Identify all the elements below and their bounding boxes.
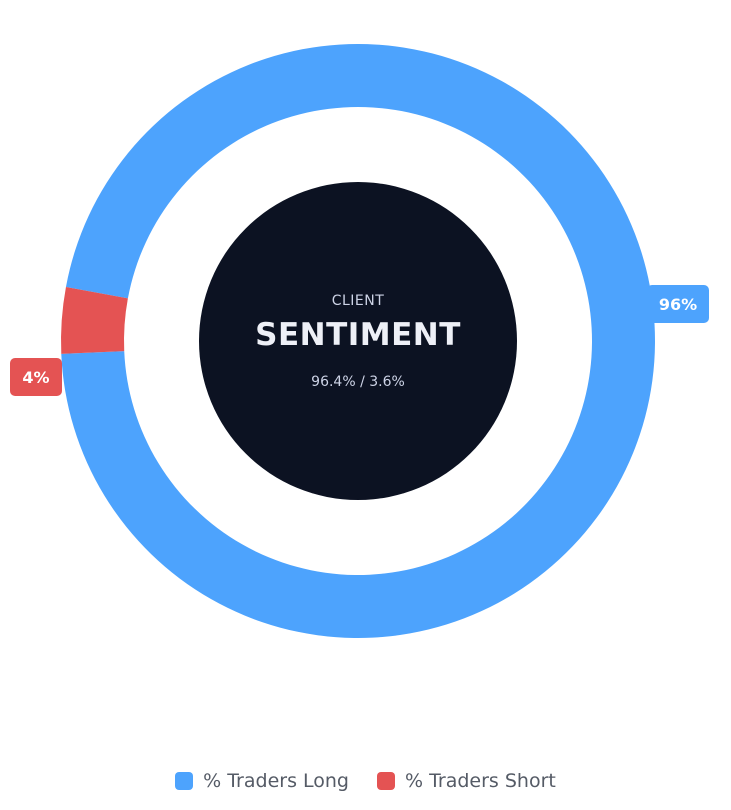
legend-item-short[interactable]: % Traders Short [376, 770, 556, 792]
data-label-long-badge [647, 285, 709, 323]
legend-swatch-long [175, 772, 194, 790]
legend-label-short: % Traders Short [404, 770, 556, 792]
data-label-long: 96% [647, 285, 709, 323]
center-top-text: CLIENT [331, 293, 385, 309]
data-label-short-badge [10, 358, 62, 396]
sentiment-donut-chart: 96% 4% [10, 43, 709, 638]
legend-swatch-short [376, 772, 395, 790]
data-label-short-text: 4% [22, 368, 49, 387]
legend-item-long[interactable]: % Traders Long [175, 770, 349, 792]
data-label-long-text: 96% [659, 295, 697, 314]
data-label-short: 4% [10, 358, 62, 396]
center-circle [199, 182, 517, 500]
center-ratio-text: 96.4% / 3.6% [311, 374, 405, 390]
legend-label-long: % Traders Long [203, 770, 349, 792]
center-main-text: SENTIMENT [255, 317, 461, 353]
slice-traders-short[interactable] [60, 286, 128, 354]
chart-legend: % Traders Long % Traders Short [0, 770, 731, 792]
